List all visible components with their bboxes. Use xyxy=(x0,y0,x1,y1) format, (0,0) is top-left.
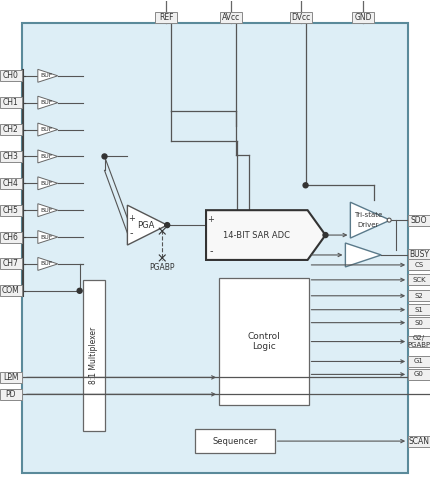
Polygon shape xyxy=(38,123,58,136)
Polygon shape xyxy=(38,204,58,217)
Circle shape xyxy=(387,218,391,222)
Text: S1: S1 xyxy=(415,307,423,312)
Text: BUF: BUF xyxy=(41,261,53,266)
Text: GND: GND xyxy=(355,13,372,22)
Bar xyxy=(155,12,177,23)
Text: BUF: BUF xyxy=(41,208,53,213)
Bar xyxy=(353,12,374,23)
Bar xyxy=(83,280,105,431)
Text: SDO: SDO xyxy=(411,216,427,225)
Text: PD: PD xyxy=(6,390,16,399)
Polygon shape xyxy=(38,150,58,163)
Text: -: - xyxy=(209,246,213,256)
Text: G0: G0 xyxy=(414,372,424,377)
Bar xyxy=(0,97,22,108)
Text: G1: G1 xyxy=(414,359,424,365)
Bar xyxy=(408,369,430,380)
Text: DVcc: DVcc xyxy=(291,13,310,22)
Bar xyxy=(408,304,430,315)
Text: PGA: PGA xyxy=(137,221,154,230)
Text: Tri-state: Tri-state xyxy=(354,212,382,218)
Bar xyxy=(0,258,22,269)
Bar xyxy=(289,12,311,23)
Text: -: - xyxy=(130,228,133,238)
Text: LPM: LPM xyxy=(3,373,19,382)
Text: CH6: CH6 xyxy=(3,233,19,242)
Text: COM: COM xyxy=(2,286,20,295)
Bar xyxy=(408,259,430,270)
Text: PGABP: PGABP xyxy=(149,263,175,272)
Bar xyxy=(220,12,242,23)
Bar xyxy=(408,336,430,347)
Bar xyxy=(195,429,275,453)
Text: S2: S2 xyxy=(415,293,423,299)
Bar xyxy=(0,178,22,189)
Bar xyxy=(408,435,430,446)
Polygon shape xyxy=(127,205,167,245)
Text: SCAN: SCAN xyxy=(409,436,429,445)
Text: +: + xyxy=(128,214,135,223)
Text: CH3: CH3 xyxy=(3,152,19,161)
Bar xyxy=(408,317,430,328)
Circle shape xyxy=(77,288,82,293)
Circle shape xyxy=(165,223,170,228)
Text: BUF: BUF xyxy=(41,181,53,186)
Text: BUF: BUF xyxy=(41,235,53,240)
Text: CH7: CH7 xyxy=(3,259,19,268)
Bar xyxy=(408,249,430,260)
Bar xyxy=(0,285,22,296)
Text: BUF: BUF xyxy=(41,154,53,159)
Bar xyxy=(0,151,22,162)
Text: S0: S0 xyxy=(415,319,423,326)
Polygon shape xyxy=(38,177,58,190)
Bar xyxy=(408,274,430,285)
Text: REF: REF xyxy=(159,13,174,22)
Polygon shape xyxy=(350,202,390,238)
Text: CH5: CH5 xyxy=(3,206,19,215)
Text: CH4: CH4 xyxy=(3,179,19,188)
Text: CH0: CH0 xyxy=(3,71,19,80)
Text: Sequencer: Sequencer xyxy=(212,436,257,445)
Bar xyxy=(22,23,408,473)
Text: Control
Logic: Control Logic xyxy=(248,332,280,351)
Circle shape xyxy=(102,154,107,159)
Text: CH1: CH1 xyxy=(3,98,19,107)
Circle shape xyxy=(323,233,328,238)
Bar xyxy=(0,70,22,81)
Text: BUSY: BUSY xyxy=(409,250,429,259)
Polygon shape xyxy=(38,96,58,109)
Polygon shape xyxy=(38,257,58,270)
Bar xyxy=(408,215,430,226)
Text: G2/
PGABP: G2/ PGABP xyxy=(407,335,431,348)
Bar xyxy=(408,356,430,367)
Polygon shape xyxy=(38,231,58,244)
Bar xyxy=(0,389,22,400)
Text: BUF: BUF xyxy=(41,100,53,105)
Text: BUF: BUF xyxy=(41,73,53,78)
Text: 14-BIT SAR ADC: 14-BIT SAR ADC xyxy=(223,231,290,240)
Polygon shape xyxy=(345,243,381,267)
Bar xyxy=(0,372,22,383)
Text: +: + xyxy=(207,215,214,224)
Polygon shape xyxy=(206,210,325,260)
Polygon shape xyxy=(38,69,58,82)
Bar xyxy=(408,290,430,301)
Bar xyxy=(219,278,308,405)
Text: BUF: BUF xyxy=(41,127,53,132)
Bar xyxy=(0,124,22,135)
Text: 8:1 Multiplexer: 8:1 Multiplexer xyxy=(89,327,98,384)
Bar xyxy=(0,232,22,243)
Bar xyxy=(0,205,22,216)
Text: CH2: CH2 xyxy=(3,125,19,134)
Text: Driver: Driver xyxy=(358,222,379,228)
Circle shape xyxy=(303,183,308,188)
Text: SCK: SCK xyxy=(412,277,426,283)
Text: AVcc: AVcc xyxy=(222,13,240,22)
Text: CS: CS xyxy=(414,262,424,268)
